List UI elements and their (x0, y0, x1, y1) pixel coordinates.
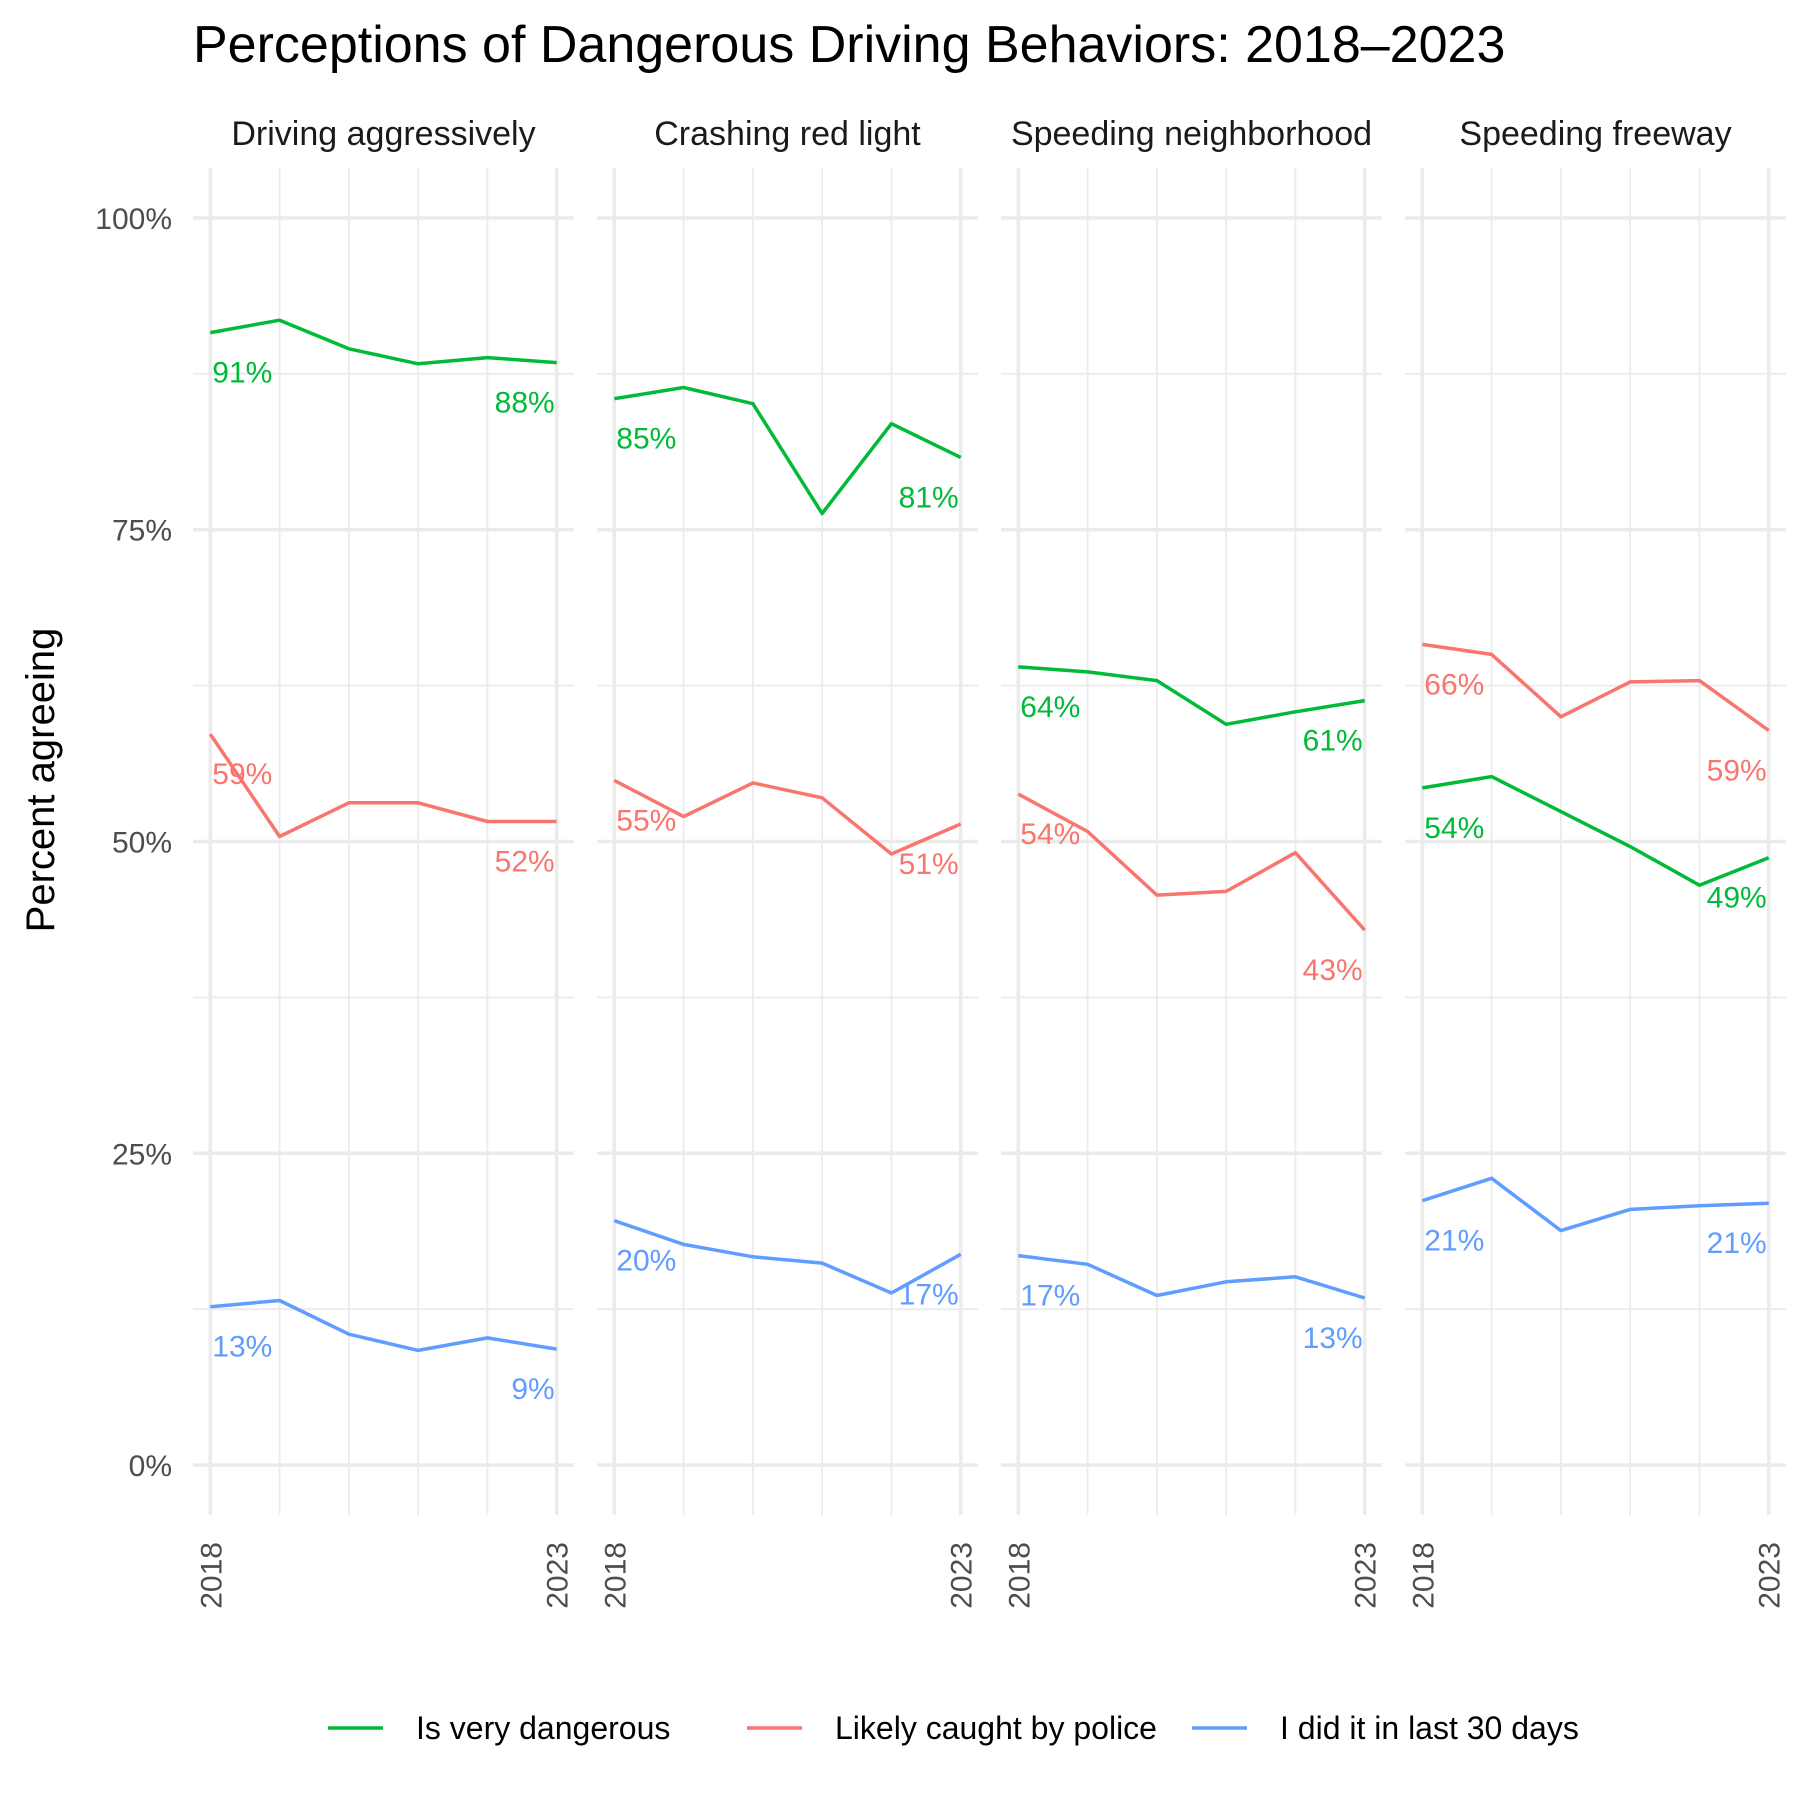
x-tick-label: 2023 (542, 1542, 575, 1609)
data-label: 81% (899, 481, 959, 514)
series-line (210, 1298, 557, 1353)
legend-label: Likely caught by police (835, 1710, 1157, 1746)
facet-title: Crashing red light (654, 115, 921, 153)
x-tick-label: 2023 (1754, 1542, 1787, 1609)
facet-title: Speeding neighborhood (1011, 115, 1372, 153)
facet-strips: Driving aggressively Crashing red light Sp… (231, 115, 1731, 153)
data-label: 17% (899, 1278, 959, 1311)
series-layer (208, 318, 1770, 1353)
x-tick-label: 2023 (946, 1542, 979, 1609)
series-line (1018, 1253, 1366, 1300)
data-label: 13% (212, 1331, 272, 1364)
series-line (1421, 1176, 1769, 1233)
data-label: 85% (616, 423, 676, 456)
y-tick-label: 75% (112, 515, 172, 548)
data-labels: 91% 88% 59% 52% 13% 9% 85% 81% 55% 51% 20% 17% 64% 61… (212, 357, 1766, 1406)
x-tick-label: 2018 (195, 1542, 228, 1609)
facet-title: Speeding freeway (1459, 115, 1731, 153)
data-label: 61% (1303, 725, 1363, 758)
data-label: 66% (1424, 668, 1484, 701)
data-label: 91% (212, 357, 272, 390)
x-axis: 2018 2023 2018 2023 2018 2023 2018 2023 (195, 1542, 1786, 1609)
data-label: 43% (1303, 954, 1363, 987)
data-label: 20% (616, 1245, 676, 1278)
data-label: 59% (1707, 754, 1767, 787)
data-label: 64% (1020, 691, 1080, 724)
y-tick-label: 0% (129, 1450, 172, 1483)
x-tick-label: 2018 (1003, 1542, 1036, 1609)
series-line (613, 1219, 962, 1295)
series-line (1422, 774, 1770, 887)
y-tick-label: 25% (112, 1138, 172, 1171)
legend-item: Is very dangerous (328, 1710, 670, 1746)
series-line (1017, 792, 1367, 932)
data-label: 54% (1424, 812, 1484, 845)
data-label: 55% (616, 804, 676, 837)
data-label: 52% (495, 846, 555, 879)
series-line (614, 385, 962, 516)
x-tick-label: 2018 (599, 1542, 632, 1609)
legend-item: Likely caught by police (747, 1710, 1157, 1746)
y-axis: 0% 25% 50% 75% 100% (95, 203, 172, 1483)
series-line (209, 318, 557, 366)
chart-title: Perceptions of Dangerous Driving Behavio… (193, 16, 1505, 74)
y-tick-label: 100% (95, 203, 172, 236)
data-label: 59% (212, 758, 272, 791)
x-tick-label: 2023 (1350, 1542, 1383, 1609)
x-tick-label: 2018 (1407, 1542, 1440, 1609)
data-label: 49% (1707, 882, 1767, 915)
legend-label: Is very dangerous (416, 1710, 670, 1746)
data-label: 21% (1707, 1227, 1767, 1260)
data-label: 17% (1020, 1280, 1080, 1313)
y-tick-label: 50% (112, 827, 172, 860)
data-label: 88% (495, 387, 555, 420)
series-line (1018, 665, 1365, 727)
data-label: 9% (511, 1373, 554, 1406)
facet-title: Driving aggressively (231, 115, 535, 153)
series-line (613, 778, 962, 856)
legend-item: I did it in last 30 days (1192, 1710, 1579, 1746)
grid-layer (193, 168, 1786, 1515)
legend: Is very dangerous Likely caught by police… (328, 1710, 1579, 1746)
data-label: 13% (1303, 1322, 1363, 1355)
data-label: 54% (1020, 818, 1080, 851)
data-label: 21% (1424, 1225, 1484, 1258)
series-line (208, 733, 557, 839)
series-line (1422, 642, 1770, 732)
data-label: 51% (899, 848, 959, 881)
legend-label: I did it in last 30 days (1280, 1710, 1579, 1746)
y-axis-title: Percent agreeing (19, 628, 63, 933)
